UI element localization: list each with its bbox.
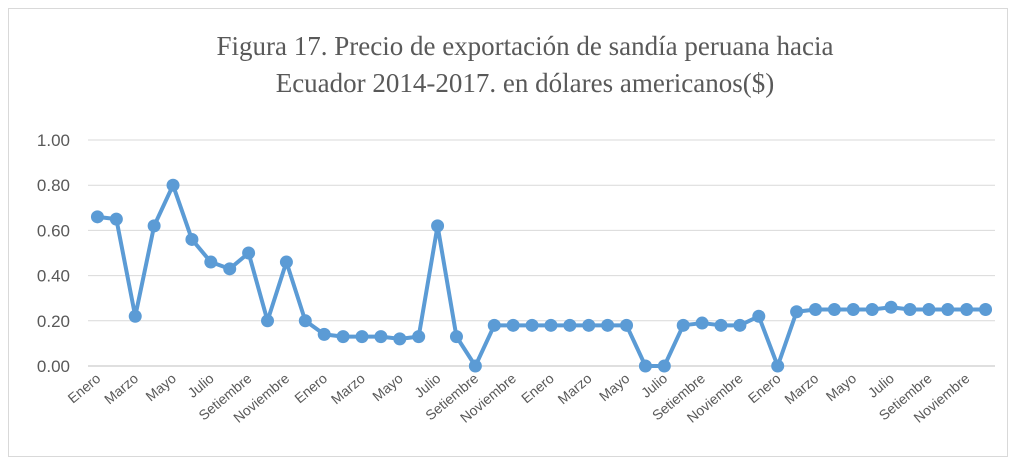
marker xyxy=(846,303,860,316)
marker xyxy=(393,332,407,346)
marker xyxy=(922,303,936,316)
marker xyxy=(506,318,520,332)
chart-border xyxy=(8,8,1008,457)
marker xyxy=(752,309,766,323)
marker xyxy=(733,318,747,332)
y-tick-label: 0.20 xyxy=(37,312,70,331)
marker xyxy=(147,219,161,233)
marker xyxy=(865,303,879,316)
marker xyxy=(298,314,312,328)
marker xyxy=(601,318,615,332)
chart-title: Ecuador 2014-2017. en dólares americanos… xyxy=(276,68,775,98)
marker xyxy=(827,303,841,316)
marker xyxy=(374,330,388,344)
y-tick-label: 1.00 xyxy=(37,131,70,150)
y-tick-label: 0.60 xyxy=(37,221,70,240)
marker xyxy=(468,359,482,373)
marker xyxy=(979,303,993,316)
marker xyxy=(525,318,539,332)
marker xyxy=(676,318,690,332)
marker xyxy=(166,178,180,192)
marker xyxy=(563,318,577,332)
marker xyxy=(884,300,898,314)
marker xyxy=(790,305,804,319)
marker xyxy=(657,359,671,373)
marker xyxy=(544,318,558,332)
marker xyxy=(431,219,445,233)
marker xyxy=(261,314,275,328)
marker xyxy=(109,212,123,226)
marker xyxy=(941,303,955,316)
marker xyxy=(695,316,709,330)
marker xyxy=(412,330,426,344)
marker xyxy=(242,246,256,260)
marker xyxy=(449,330,463,344)
y-tick-label: 0.00 xyxy=(37,357,70,376)
marker xyxy=(808,303,822,316)
marker xyxy=(279,255,293,269)
marker xyxy=(582,318,596,332)
marker xyxy=(638,359,652,373)
marker xyxy=(90,210,104,224)
marker xyxy=(771,359,785,373)
marker xyxy=(336,330,350,344)
y-tick-label: 0.80 xyxy=(37,176,70,195)
marker xyxy=(487,318,501,332)
marker xyxy=(317,327,331,341)
marker xyxy=(960,303,974,316)
marker xyxy=(128,309,142,323)
y-tick-label: 0.40 xyxy=(37,267,70,286)
marker xyxy=(903,303,917,316)
marker xyxy=(223,262,237,276)
marker xyxy=(620,318,634,332)
chart-title: Figura 17. Precio de exportación de sand… xyxy=(216,31,833,61)
marker xyxy=(185,232,199,246)
marker xyxy=(714,318,728,332)
marker xyxy=(355,330,369,344)
marker xyxy=(204,255,218,269)
